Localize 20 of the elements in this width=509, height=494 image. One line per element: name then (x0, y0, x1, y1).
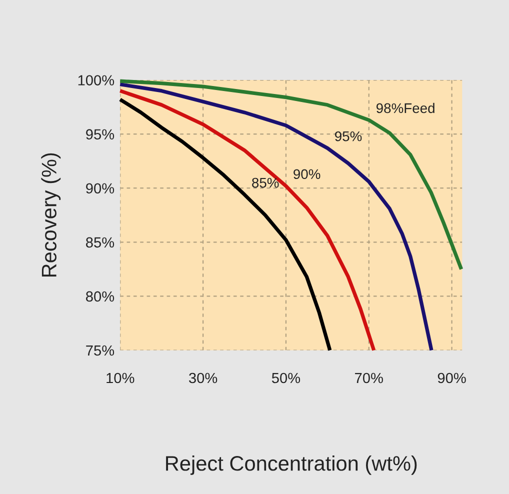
line-series (118, 89, 376, 352)
y-tick-label: 85% (86, 237, 114, 248)
y-tick-label: 95% (86, 129, 114, 140)
y-tick-label: 75% (86, 345, 114, 356)
x-tick-label: 50% (272, 372, 300, 384)
line-series (118, 82, 434, 352)
annotation: 95% (335, 131, 362, 142)
x-axis-title: Reject Concentration (wt%) (166, 456, 417, 475)
annotation: 98%Feed (376, 102, 434, 114)
annotation: 85% (252, 178, 279, 188)
y-tick-label: 100% (78, 75, 114, 86)
x-tick-label: 70% (355, 372, 383, 384)
line-series (118, 98, 332, 352)
x-tick-label: 10% (106, 372, 134, 384)
x-tick-label: 30% (189, 372, 218, 384)
y-axis-title: Recovery (%) (41, 153, 61, 277)
annotation: 90% (294, 169, 320, 180)
x-tick-label: 90% (438, 372, 466, 384)
y-tick-label: 80% (86, 291, 114, 302)
y-tick-label: 90% (86, 183, 114, 194)
